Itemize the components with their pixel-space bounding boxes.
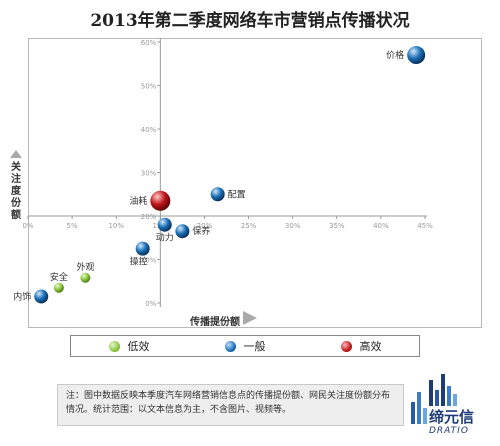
data-label: 配置 [228,189,246,200]
legend-item-normal: 一般 [224,338,266,354]
data-label: 价格 [386,49,404,61]
y-axis-label: 关注度份额 [11,162,21,221]
data-point [175,224,190,239]
logo-bars-icon [411,374,457,424]
x-tick-label: 30% [285,222,301,230]
legend-dot-blue [224,340,236,352]
arrow-up-icon [10,150,22,158]
data-label: 操控 [130,256,148,268]
y-tick-label: 20% [141,213,157,221]
x-tick-label: 40% [373,222,389,230]
legend: 低效 一般 高效 [70,335,420,357]
y-tick-label: 50% [141,83,157,91]
data-point [34,289,49,304]
data-label: 保养 [192,225,210,237]
data-label: 内饰 [13,290,31,302]
y-tick-label: 30% [141,170,157,178]
chart-title: 2013年第二季度网络车市营销点传播状况 [90,11,410,31]
x-tick-label: 20% [197,222,213,230]
data-point [135,241,150,256]
data-label: 安全 [50,271,68,283]
x-tick-label: 0% [22,222,33,230]
data-point [210,187,225,202]
y-tick-label: 40% [141,126,157,134]
x-tick-label: 25% [241,222,257,230]
y-axis-label-group: 关注度份额 [8,150,24,222]
data-label: 动力 [156,232,174,244]
legend-dot-green [108,340,120,352]
data-point [80,272,91,283]
brand-logo: 缔元信 DRATIO [407,372,495,442]
plot-area [28,38,482,328]
data-point [407,46,426,65]
x-axis-label: 传播提份额 [190,317,240,328]
logo-name: 缔元信 [429,408,475,426]
x-tick-label: 5% [67,222,78,230]
data-point [150,190,171,211]
legend-item-high: 高效 [340,338,382,354]
x-tick-label: 35% [329,222,345,230]
y-tick-label: 0% [145,300,156,308]
arrow-right-icon [243,311,257,325]
legend-label-high: 高效 [359,340,382,353]
data-label: 油耗 [129,195,147,207]
data-label: 外观 [76,261,94,273]
legend-label-normal: 一般 [243,340,266,353]
footnote: 注：图中数据反映本季度汽车网络营销信息点的传播提份额、网民关注度份额分布情况。统… [57,384,404,426]
data-point [157,217,172,232]
legend-dot-red [340,340,352,352]
legend-label-low: 低效 [127,340,150,353]
logo-en: DRATIO [429,426,469,436]
y-tick-label: 60% [141,39,157,47]
x-tick-label: 10% [108,222,124,230]
data-point [53,282,64,293]
legend-item-low: 低效 [108,338,150,354]
y-tick-label: 10% [141,257,157,265]
x-tick-label: 45% [417,222,433,230]
